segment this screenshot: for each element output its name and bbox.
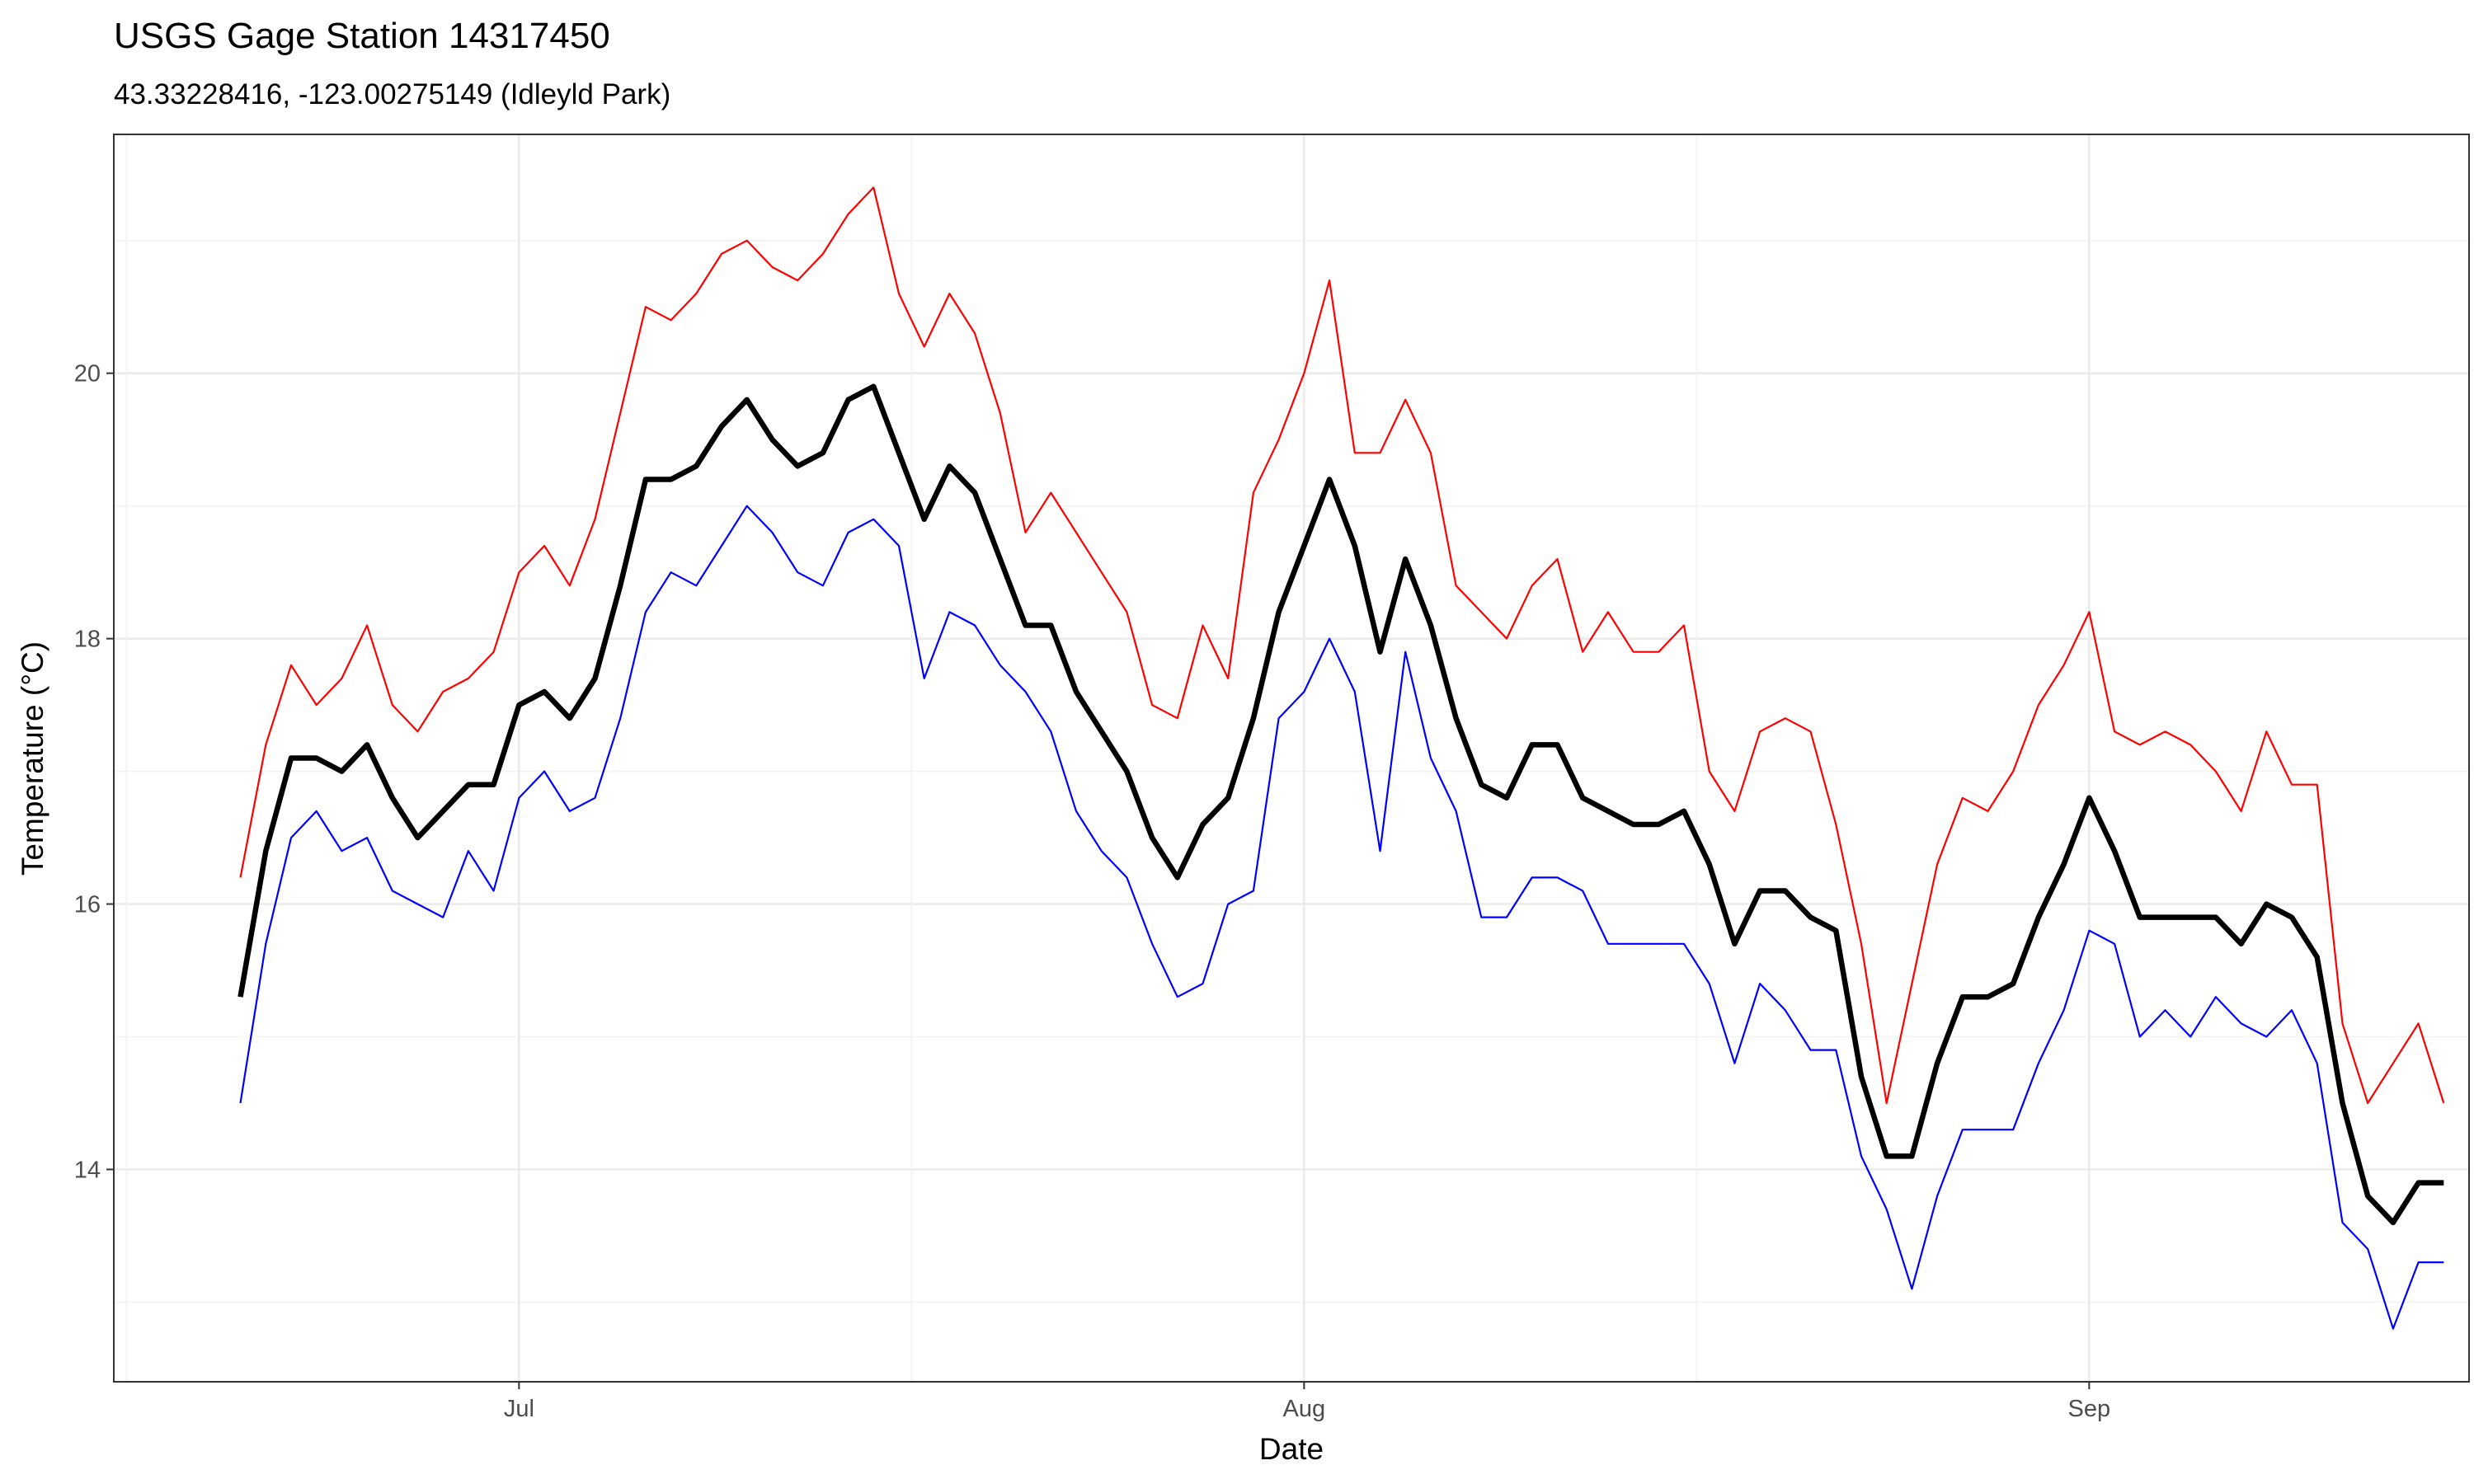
series-line bbox=[239, 505, 2444, 1330]
x-axis-title: Date bbox=[1259, 1432, 1324, 1466]
y-tick-label: 14 bbox=[74, 1157, 101, 1183]
chart-subtitle: 43.33228416, -123.00275149 (Idleyld Park… bbox=[114, 78, 670, 110]
series-layer bbox=[238, 186, 2445, 1330]
y-tick-label: 18 bbox=[74, 627, 101, 653]
y-axis-title: Temperature (°C) bbox=[16, 641, 49, 876]
chart-title: USGS Gage Station 14317450 bbox=[114, 16, 610, 56]
series-line bbox=[239, 186, 2445, 1105]
y-tick-label: 16 bbox=[74, 892, 101, 918]
axis-layer: 14 16 18 20 Jul Aug Sep bbox=[74, 361, 2110, 1422]
plot-panel-border bbox=[113, 134, 2470, 1383]
y-tick-label: 20 bbox=[74, 361, 101, 387]
grid-layer bbox=[114, 134, 2469, 1382]
x-tick-label: Aug bbox=[1283, 1396, 1326, 1422]
x-tick-label: Jul bbox=[504, 1396, 534, 1422]
x-tick-label: Sep bbox=[2068, 1396, 2111, 1422]
series-line bbox=[238, 383, 2444, 1226]
